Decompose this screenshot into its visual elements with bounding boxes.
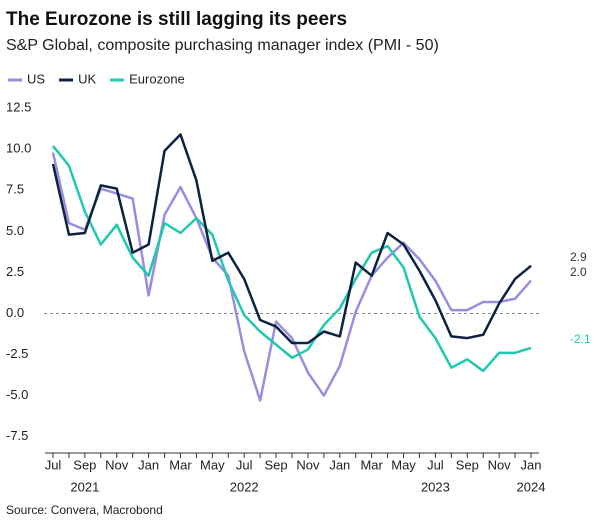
source: Source: Convera, Macrobond [6,503,163,517]
x-tick-label: Jan [138,457,159,472]
year-label: 2023 [421,479,450,494]
y-tick-label: 5.0 [6,223,24,238]
legend-label: US [27,71,45,86]
x-tick-label: Jul [236,457,253,472]
y-tick-label: 7.5 [6,182,24,197]
x-tick-label: Nov [105,457,129,472]
series-line [51,152,532,402]
y-tick-label: 10.0 [6,141,31,156]
x-tick-label: Nov [296,457,320,472]
y-tick-label: -2.5 [6,346,28,361]
chart-title: The Eurozone is still lagging its peers [6,9,347,30]
x-tick-label: Mar [360,457,383,472]
x-tick-label: Sep [456,457,479,472]
x-tick-label: Nov [488,457,512,472]
x-tick-label: May [200,457,225,472]
year-label: 2021 [70,479,99,494]
series-line [51,133,532,345]
series-line [52,145,532,373]
x-tick-label: Jan [521,457,542,472]
y-tick-label: 2.5 [6,264,24,279]
x-tick-label: Mar [169,457,192,472]
x-tick-label: Jul [427,457,444,472]
year-label: 2024 [517,479,546,494]
chart-subtitle: S&P Global, composite purchasing manager… [6,37,439,54]
x-tick-label: Sep [264,457,287,472]
year-label: 2022 [230,479,259,494]
y-tick-label: -5.0 [6,387,28,402]
y-tick-label: 12.5 [6,100,31,115]
y-tick-label: 0.0 [6,305,24,320]
end-label: 2.9 [570,250,587,264]
legend-label: Eurozone [129,71,185,86]
end-label: -2.1 [570,332,591,346]
x-tick-label: Jul [45,457,62,472]
y-tick-label: -7.5 [6,428,28,443]
x-tick-label: Sep [73,457,96,472]
x-tick-label: Jan [329,457,350,472]
end-label: 2.0 [570,265,587,279]
x-tick-label: May [391,457,416,472]
legend-label: UK [78,71,96,86]
